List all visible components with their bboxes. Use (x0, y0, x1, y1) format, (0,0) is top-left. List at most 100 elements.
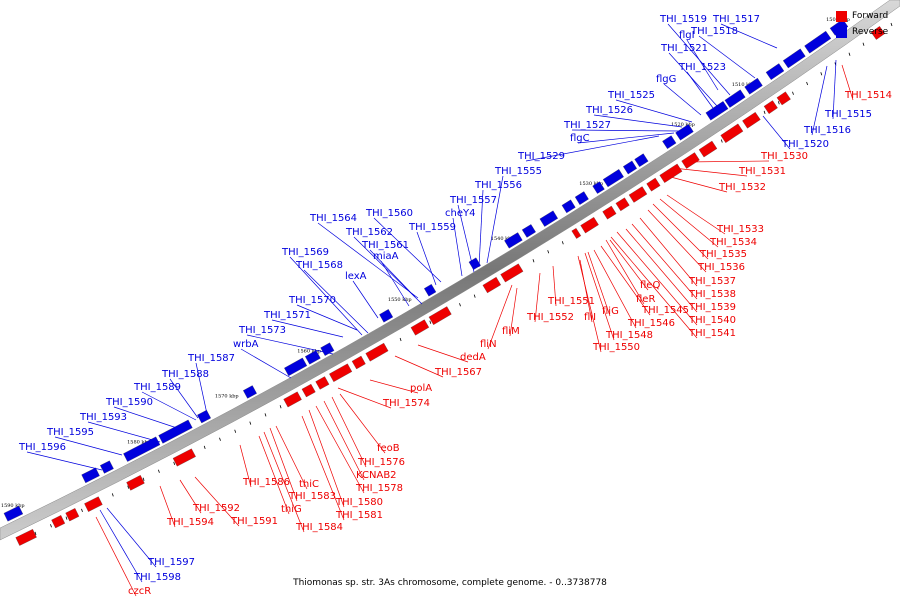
forward-gene-label: THI_1578 (355, 483, 403, 494)
forward-gene[interactable] (698, 140, 718, 158)
forward-gene[interactable] (681, 152, 700, 169)
forward-gene[interactable] (283, 391, 302, 408)
forward-gene[interactable] (720, 123, 744, 144)
tick-mark (890, 22, 893, 27)
callout-line (194, 476, 240, 527)
forward-gene-label: fliN (480, 339, 497, 350)
forward-gene[interactable] (776, 91, 791, 106)
forward-gene[interactable] (628, 186, 648, 203)
reverse-gene[interactable] (521, 224, 536, 238)
forward-gene[interactable] (428, 306, 452, 326)
reverse-gene[interactable] (123, 436, 161, 462)
reverse-gene[interactable] (592, 181, 605, 194)
reverse-gene[interactable] (242, 385, 257, 399)
reverse-gene[interactable] (675, 123, 694, 141)
forward-gene[interactable] (646, 177, 661, 192)
forward-gene[interactable] (329, 363, 353, 383)
reverse-gene[interactable] (602, 169, 624, 188)
tick-mark (50, 524, 52, 528)
callout-line (525, 135, 660, 162)
forward-gene-label: THI_1546 (627, 318, 675, 329)
callout-line (352, 280, 379, 319)
reverse-gene[interactable] (705, 101, 729, 121)
forward-gene[interactable] (65, 508, 80, 522)
reverse-gene[interactable] (158, 419, 193, 444)
reverse-gene[interactable] (561, 199, 576, 214)
forward-gene[interactable] (763, 100, 778, 115)
forward-gene[interactable] (315, 376, 330, 390)
reverse-gene[interactable] (765, 63, 785, 81)
reverse-gene[interactable] (634, 153, 649, 168)
reverse-gene-label: THI_1561 (361, 240, 409, 251)
callout-line (720, 23, 778, 49)
forward-gene[interactable] (51, 515, 66, 529)
callout-line (323, 400, 365, 481)
forward-gene[interactable] (870, 26, 886, 40)
forward-gene-label: THI_1540 (688, 315, 736, 326)
forward-gene-label: THI_1548 (605, 330, 653, 341)
reverse-gene[interactable] (379, 309, 394, 323)
reverse-gene-label: THI_1588 (161, 369, 209, 380)
callout-line (195, 362, 208, 415)
callout-line (579, 259, 593, 323)
reverse-gene-label: THI_1520 (781, 139, 829, 150)
reverse-gene-label: THI_1559 (408, 222, 456, 233)
forward-gene[interactable] (172, 448, 196, 467)
reverse-gene[interactable] (504, 232, 523, 249)
reverse-gene[interactable] (539, 210, 559, 227)
forward-gene[interactable] (126, 474, 145, 491)
forward-gene[interactable] (602, 205, 617, 220)
reverse-gene[interactable] (423, 283, 437, 297)
forward-gene-label: thiG (281, 504, 302, 515)
forward-gene[interactable] (301, 383, 316, 398)
reverse-gene-label: THI_1571 (263, 310, 311, 321)
reverse-gene-label: THI_1589 (133, 382, 181, 393)
reverse-gene[interactable] (81, 467, 100, 484)
reverse-gene[interactable] (622, 160, 638, 175)
genome-title: Thiomonas sp. str. 3As chromosome, compl… (293, 578, 607, 588)
forward-gene[interactable] (365, 342, 389, 362)
forward-gene[interactable] (410, 319, 430, 336)
forward-gene-label: THI_1574 (382, 398, 430, 409)
reverse-gene-label: THI_1556 (474, 180, 522, 191)
callout-line (331, 396, 367, 468)
forward-gene-label: THI_1537 (688, 276, 736, 287)
tick-label: 1570 kbp (215, 393, 239, 399)
callout-line (263, 431, 305, 533)
forward-gene[interactable] (742, 111, 761, 129)
reverse-gene-label: THI_1564 (309, 213, 357, 224)
reverse-gene[interactable] (99, 460, 114, 474)
forward-gene[interactable] (615, 197, 630, 212)
reverse-gene[interactable] (468, 257, 481, 270)
forward-gene[interactable] (351, 355, 366, 370)
reverse-gene-layer (3, 18, 849, 522)
tick-mark (792, 91, 794, 95)
reverse-gene[interactable] (284, 357, 308, 377)
forward-gene-label: THI_1592 (192, 503, 240, 514)
callout-line (610, 236, 698, 339)
forward-gene[interactable] (500, 263, 524, 283)
forward-gene[interactable] (15, 528, 37, 546)
tick-mark (848, 52, 851, 56)
callout-line (509, 287, 518, 337)
callout-line (417, 344, 469, 363)
reverse-gene[interactable] (574, 191, 589, 205)
reverse-gene[interactable] (724, 89, 746, 108)
reverse-gene[interactable] (197, 409, 212, 424)
reverse-gene[interactable] (744, 77, 763, 95)
reverse-gene[interactable] (320, 342, 335, 356)
forward-gene[interactable] (84, 496, 103, 512)
callout-line (141, 391, 197, 421)
forward-gene[interactable] (482, 276, 502, 294)
reverse-gene[interactable] (3, 505, 24, 522)
reverse-gene-label: THI_1570 (288, 295, 336, 306)
tick-mark (399, 337, 402, 342)
forward-gene-label: THI_1533 (716, 224, 764, 235)
reverse-gene[interactable] (782, 48, 806, 69)
forward-gene[interactable] (580, 216, 599, 234)
reverse-gene[interactable] (662, 135, 677, 150)
forward-gene[interactable] (571, 227, 582, 239)
callout-line (303, 269, 369, 334)
reverse-gene[interactable] (804, 30, 832, 54)
